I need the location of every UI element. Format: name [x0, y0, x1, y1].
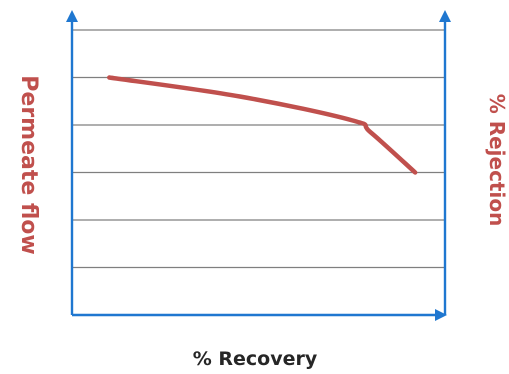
- x-axis-label: % Recovery: [193, 348, 318, 370]
- right-y-axis-arrow-icon: [439, 10, 451, 22]
- left-y-axis-arrow-icon: [66, 10, 78, 22]
- y-axis-label: Permeate flow: [16, 75, 41, 254]
- axes: [66, 10, 451, 321]
- y-axis-label-right: % Rejection: [485, 94, 509, 227]
